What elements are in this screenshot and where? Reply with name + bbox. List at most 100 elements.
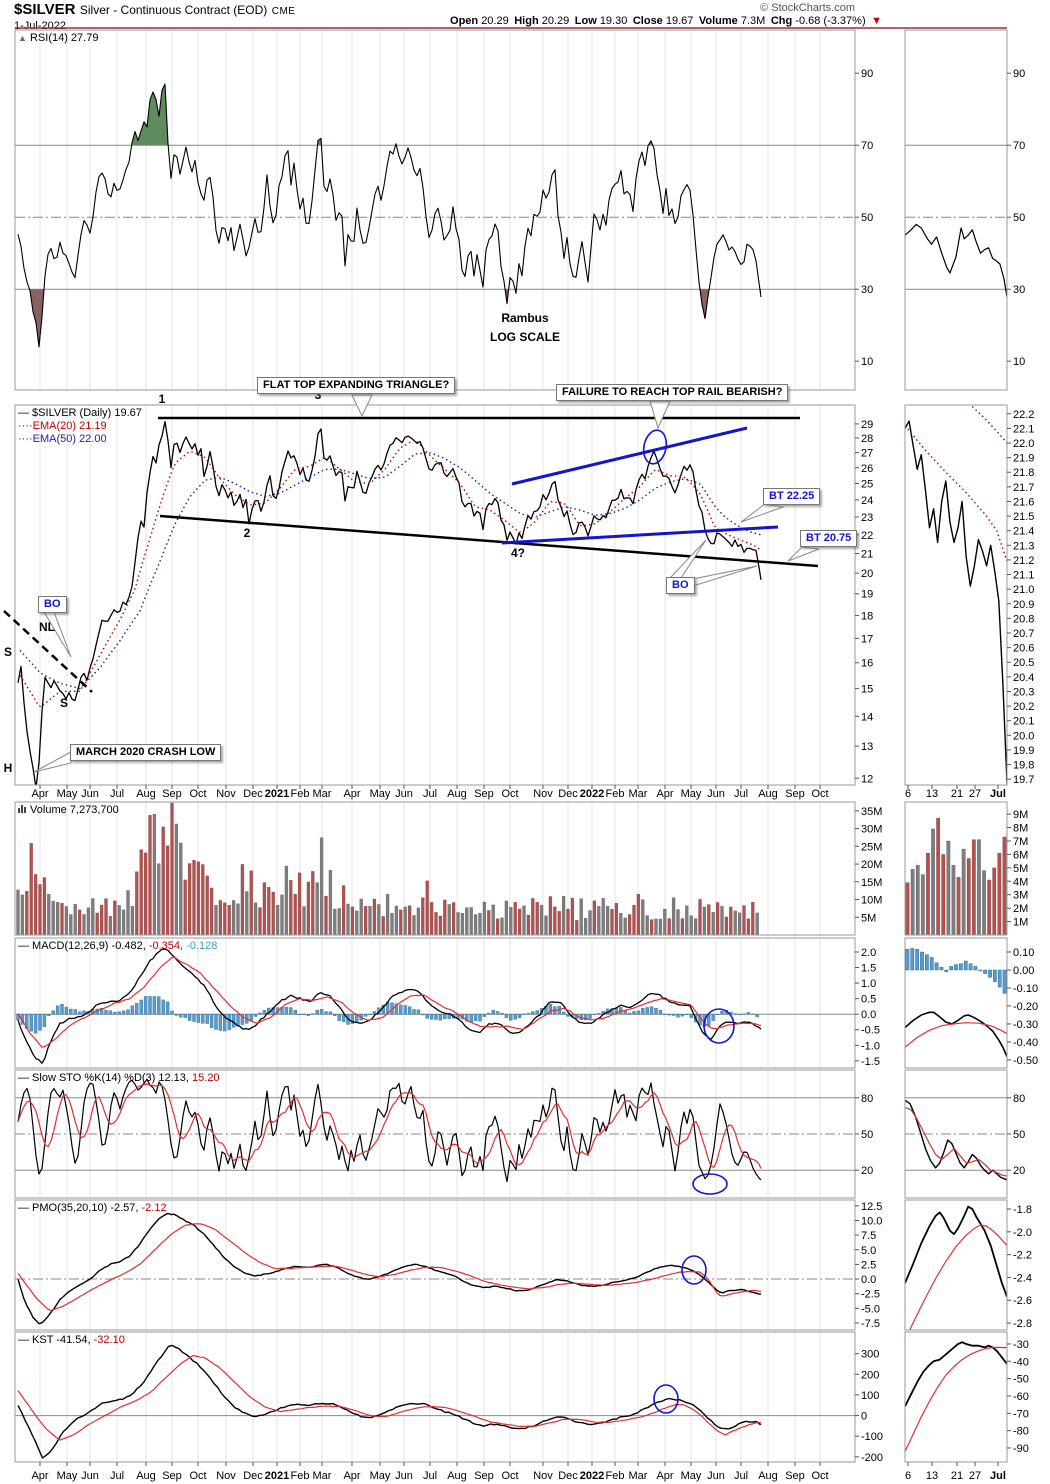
x-tick-label: May xyxy=(681,1470,702,1482)
y-tick-label: 10M xyxy=(861,895,882,907)
y-tick-label: 20 xyxy=(861,1165,873,1177)
x-tick-label: Aug xyxy=(758,788,778,800)
y-tick-label: 5.0 xyxy=(861,1245,876,1257)
x-tick-label: Jun xyxy=(81,788,99,800)
callout-tail xyxy=(740,503,785,523)
y-tick-label: 21.6 xyxy=(1013,496,1034,508)
quote-open: Open 20.29 xyxy=(450,15,515,27)
x-tick-label: May xyxy=(370,788,391,800)
quote-volume: Volume 7.3M xyxy=(698,15,771,27)
x-tick-label: Sep xyxy=(785,788,805,800)
y-tick-label: 12 xyxy=(861,773,873,785)
x-tick-label: Oct xyxy=(189,788,206,800)
y-tick-label: 300 xyxy=(861,1349,879,1361)
y-tick-label: 25M xyxy=(861,841,882,853)
panel-sto-mini: 80 50 20 xyxy=(904,1069,1025,1199)
y-tick-label: 2.5 xyxy=(861,1259,876,1271)
panel-macd-mini: 0.10 0.00 -0.10 -0.20 -0.30 -0.40 -0.50 xyxy=(904,937,1038,1069)
highlight-ellipse xyxy=(653,1384,679,1414)
highlight-ellipse xyxy=(642,429,668,465)
panel-kst-main: 300 200 100 0 -100 -200 xyxy=(14,1331,883,1464)
y-tick-label: 22 xyxy=(861,530,873,542)
y-tick-label: -2.8 xyxy=(1013,1318,1032,1330)
y-tick-label: 80 xyxy=(1013,1093,1025,1105)
x-tick-label: 2021 xyxy=(265,788,289,800)
callout-tail xyxy=(668,539,707,579)
x-tick-label: Sep xyxy=(785,1470,805,1482)
callout-tail xyxy=(681,565,758,587)
x-tick-label: Jun xyxy=(707,1470,725,1482)
x-tick-label: Mar xyxy=(629,788,648,800)
y-tick-label: 2.0 xyxy=(861,947,876,959)
y-tick-label: 19.7 xyxy=(1013,774,1034,786)
x-tick-label: Oct xyxy=(501,788,518,800)
x-tick-label-mini: 27 xyxy=(969,1470,981,1482)
x-tick-label: 2021 xyxy=(265,1470,289,1482)
x-tick-label: Aug xyxy=(447,788,467,800)
y-tick-label: 50 xyxy=(861,212,873,224)
y-tick-label: 22.0 xyxy=(1013,438,1034,450)
y-tick-label: 13 xyxy=(861,741,873,753)
y-tick-label: 19 xyxy=(861,589,873,601)
y-tick-label: 21.3 xyxy=(1013,540,1034,552)
y-tick-label: -70 xyxy=(1013,1408,1029,1420)
y-tick-label: 30M xyxy=(861,824,882,836)
y-tick-label: -90 xyxy=(1013,1443,1029,1455)
y-tick-label: 20.0 xyxy=(1013,730,1034,742)
x-tick-label-mini: Jul xyxy=(990,1470,1006,1482)
y-tick-label: 80 xyxy=(861,1093,873,1105)
panel-kst-mini: -30 -40 -50 -60 -70 -80 -90 xyxy=(904,1331,1029,1463)
y-tick-label: 200 xyxy=(861,1369,879,1381)
y-tick-label: 0.00 xyxy=(1013,965,1034,977)
callout-tail xyxy=(787,546,820,562)
y-tick-label: -40 xyxy=(1013,1356,1029,1368)
y-tick-label: 9M xyxy=(1013,809,1028,821)
y-tick-label: 0.0 xyxy=(861,1009,876,1021)
y-tick-label: 10 xyxy=(861,356,873,368)
x-tick-label: May xyxy=(57,788,78,800)
ticker-symbol: $SILVER xyxy=(14,1,76,18)
y-tick-label: -1.0 xyxy=(861,1040,880,1052)
quote-low: Low 19.30 xyxy=(574,15,633,27)
x-tick-label: Dec xyxy=(558,788,578,800)
x-tick-label: Sep xyxy=(162,788,182,800)
y-tick-label: 50 xyxy=(861,1129,873,1141)
y-tick-label: 20M xyxy=(861,859,882,871)
y-tick-label: 20.7 xyxy=(1013,628,1034,640)
highlight-ellipse xyxy=(692,1173,728,1195)
y-tick-label: 28 xyxy=(861,433,873,445)
x-tick-label: Mar xyxy=(629,1470,648,1482)
y-tick-label: -2.5 xyxy=(861,1289,880,1301)
y-tick-label: 30 xyxy=(1013,284,1025,296)
x-tick-label-mini: Jul xyxy=(990,788,1006,800)
y-tick-label: 20.6 xyxy=(1013,643,1034,655)
y-tick-label: 50 xyxy=(1013,212,1025,224)
y-tick-label: 17 xyxy=(861,633,873,645)
y-tick-label: -60 xyxy=(1013,1391,1029,1403)
y-tick-label: 21.1 xyxy=(1013,570,1034,582)
x-tick-label: Mar xyxy=(313,1470,332,1482)
callout-tail xyxy=(649,400,671,430)
y-tick-label: 23 xyxy=(861,512,873,524)
x-tick-label: Oct xyxy=(811,1470,828,1482)
x-tick-label: Jun xyxy=(395,1470,413,1482)
x-tick-label: Feb xyxy=(291,788,310,800)
x-tick-label: Jun xyxy=(395,788,413,800)
y-tick-label: 20.3 xyxy=(1013,686,1034,698)
y-tick-label: 20.9 xyxy=(1013,599,1034,611)
x-tick-label: May xyxy=(57,1470,78,1482)
y-tick-label: -7.5 xyxy=(861,1318,880,1330)
y-tick-label: 21.8 xyxy=(1013,467,1034,479)
x-tick-label: 2022 xyxy=(580,788,604,800)
y-tick-label: 4M xyxy=(1013,876,1028,888)
x-tick-label: Feb xyxy=(606,1470,625,1482)
y-tick-label: 21.5 xyxy=(1013,511,1034,523)
y-tick-label: 15 xyxy=(861,684,873,696)
x-tick-label: Mar xyxy=(313,788,332,800)
y-tick-label: -0.20 xyxy=(1013,1001,1038,1013)
y-tick-label: 100 xyxy=(861,1390,879,1402)
y-tick-label: 90 xyxy=(861,68,873,80)
